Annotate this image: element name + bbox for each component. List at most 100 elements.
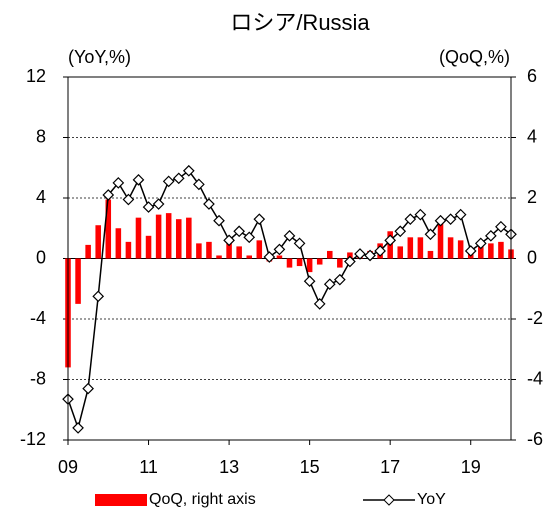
- bar: [125, 241, 132, 259]
- bar: [457, 240, 464, 259]
- marker: [454, 208, 467, 221]
- marker: [102, 189, 115, 201]
- x-tick-label: 11: [139, 457, 158, 477]
- marker: [303, 275, 316, 288]
- bar: [95, 225, 101, 259]
- marker: [182, 164, 195, 177]
- marker: [464, 245, 477, 257]
- bar: [498, 241, 504, 259]
- marker: [122, 193, 135, 206]
- marker: [485, 229, 497, 242]
- bar: [347, 252, 353, 259]
- y2-tick-label: -6: [527, 429, 543, 449]
- marker: [434, 214, 447, 227]
- x-tick-label: 19: [461, 457, 481, 477]
- marker: [193, 178, 205, 191]
- bar: [447, 237, 454, 259]
- legend-label: YoY: [417, 491, 446, 508]
- bar: [478, 244, 484, 259]
- marker: [233, 225, 246, 238]
- plot-frame: [67, 76, 512, 441]
- bar: [175, 219, 182, 259]
- bar: [155, 214, 162, 259]
- bar: [488, 243, 494, 259]
- marker: [92, 290, 105, 303]
- y-tick-label: 8: [36, 126, 46, 146]
- marker: [253, 213, 266, 226]
- y2-tick-label: 2: [527, 187, 537, 207]
- marker: [142, 201, 155, 213]
- marker: [283, 229, 296, 242]
- marker: [112, 177, 125, 189]
- y2-tick-label: 6: [527, 66, 537, 86]
- bar: [206, 241, 212, 259]
- marker: [344, 255, 356, 268]
- bar: [417, 237, 424, 259]
- y2-axis-label: (QoQ,%): [439, 47, 510, 67]
- marker: [414, 208, 427, 221]
- marker: [213, 214, 225, 227]
- line: [67, 169, 512, 431]
- y-axis-label: (YoY,%): [68, 47, 131, 67]
- marker: [243, 231, 256, 244]
- bar: [276, 255, 283, 259]
- bar: [407, 237, 414, 259]
- marker: [404, 213, 417, 226]
- bar: [306, 258, 313, 273]
- marker: [313, 298, 326, 310]
- legend-label: QoQ, right axis: [149, 491, 256, 508]
- bar: [397, 246, 404, 259]
- bar: [256, 240, 263, 259]
- x-tick-label: 15: [300, 457, 320, 477]
- marker: [364, 249, 376, 262]
- bar: [85, 244, 91, 259]
- bar: [216, 255, 222, 259]
- marker: [333, 273, 346, 286]
- bar: [186, 217, 192, 259]
- y2-tick-label: 0: [527, 247, 537, 267]
- bar: [437, 217, 444, 259]
- bar: [226, 241, 232, 259]
- bar: [427, 250, 434, 259]
- marker: [374, 245, 386, 257]
- y2-tick-label: -2: [527, 308, 543, 328]
- y-tick-label: 0: [36, 247, 46, 267]
- marker: [82, 382, 94, 395]
- marker: [354, 248, 366, 260]
- legend-marker: [383, 494, 395, 506]
- legend-swatch: [95, 494, 147, 506]
- bar: [115, 228, 122, 259]
- y-tick-label: 4: [36, 187, 46, 207]
- bar: [316, 258, 323, 265]
- bar: [75, 258, 81, 304]
- marker: [293, 237, 306, 250]
- marker: [152, 198, 165, 210]
- y-tick-label: -4: [30, 308, 46, 328]
- bar: [296, 258, 303, 267]
- bar: [327, 250, 333, 259]
- marker: [474, 237, 487, 250]
- bar: [286, 258, 293, 268]
- marker: [203, 198, 215, 210]
- marker: [273, 243, 286, 256]
- bar: [105, 199, 112, 259]
- y-tick-label: -12: [20, 429, 46, 449]
- bar: [246, 255, 252, 259]
- marker: [132, 174, 145, 186]
- y-tick-label: -8: [30, 368, 46, 388]
- marker: [394, 225, 407, 238]
- marker: [384, 234, 397, 247]
- bar: [337, 258, 343, 268]
- marker: [162, 175, 175, 188]
- marker: [424, 228, 437, 241]
- bar: [135, 217, 142, 259]
- chart-title: ロシア/Russia: [230, 10, 370, 35]
- x-tick-label: 13: [219, 457, 239, 477]
- marker: [72, 422, 84, 434]
- bar: [145, 235, 152, 259]
- x-tick-label: 17: [380, 457, 400, 477]
- bar: [236, 246, 242, 259]
- marker: [172, 172, 185, 185]
- y-tick-label: 12: [26, 66, 46, 86]
